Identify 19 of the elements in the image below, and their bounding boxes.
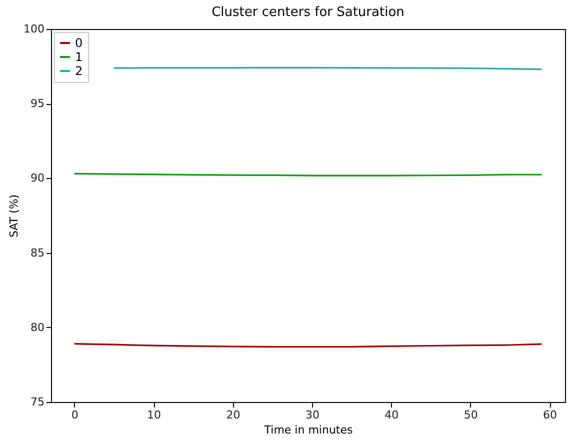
chart-title: Cluster centers for Saturation [212, 5, 404, 20]
y-axis-title: SAT (%) [8, 194, 21, 238]
y-tick-label: 95 [30, 97, 44, 110]
x-tick-label: 60 [543, 408, 558, 422]
y-tick-label: 90 [30, 172, 44, 185]
legend-label: 0 [75, 36, 83, 50]
legend-label: 2 [75, 64, 83, 78]
x-tick-label: 40 [384, 408, 399, 422]
x-tick-label: 10 [147, 408, 162, 422]
x-tick-label: 50 [464, 408, 478, 422]
legend-label: 1 [75, 50, 83, 64]
y-tick-label: 75 [30, 396, 44, 408]
y-tick-label: 100 [24, 22, 44, 36]
y-tick-label: 85 [30, 246, 44, 260]
x-tick-label: 0 [71, 408, 78, 422]
x-tick-label: 20 [226, 408, 240, 422]
y-tick-label: 80 [30, 320, 44, 334]
x-axis-title: Time in minutes [263, 424, 353, 436]
x-tick-label: 30 [305, 408, 320, 422]
